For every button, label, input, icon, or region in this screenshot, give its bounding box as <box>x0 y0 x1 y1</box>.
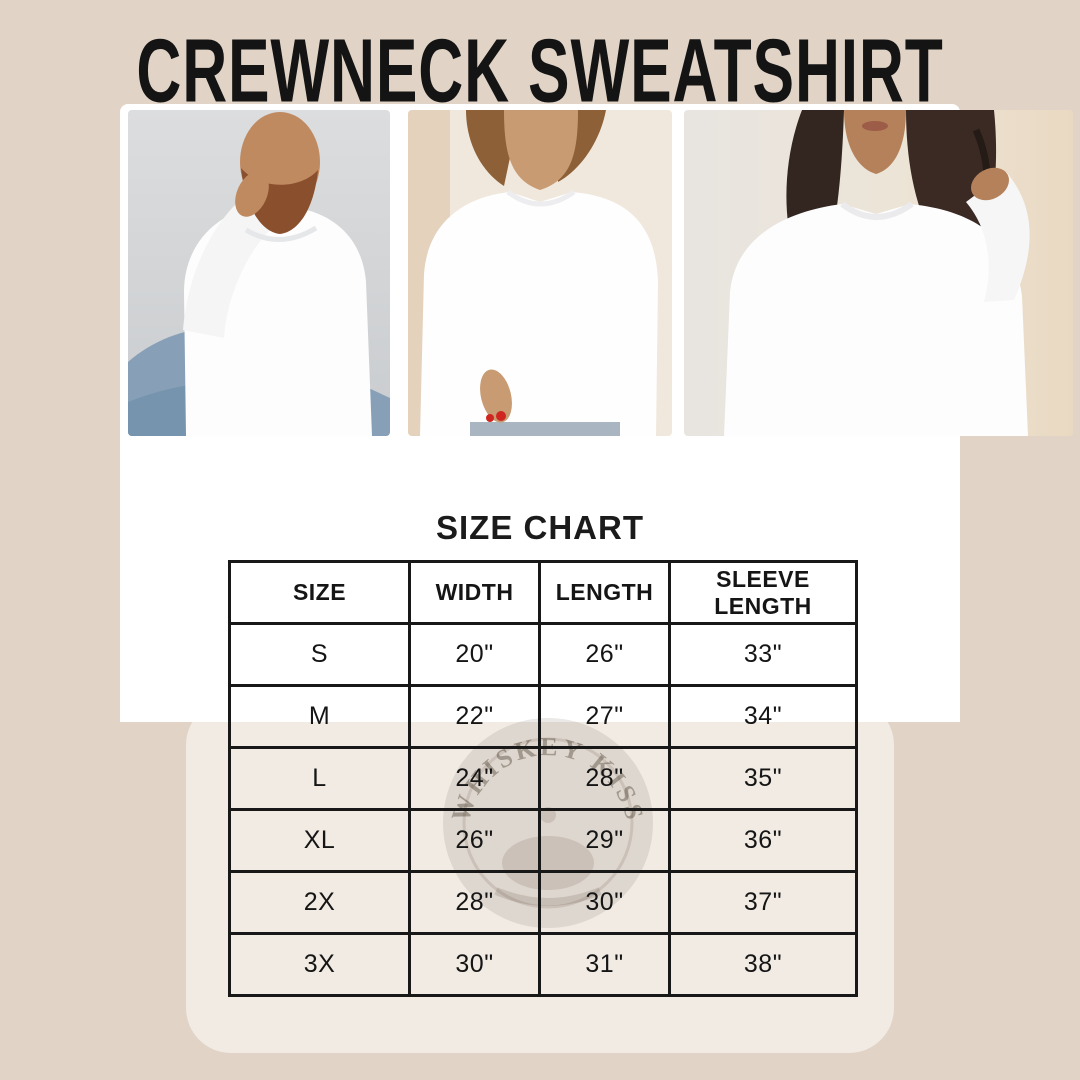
model-photo-woman-pocket <box>408 110 672 436</box>
red-nail <box>496 411 506 421</box>
lips <box>862 121 888 131</box>
jeans <box>470 422 620 436</box>
product-title: CREWNECK SWEATSHIRT <box>136 21 944 122</box>
table-cell-size: XL <box>228 808 411 873</box>
man-photo-illustration <box>128 110 390 436</box>
table-cell: 30" <box>538 870 671 935</box>
woman-dark-hair-illustration <box>684 110 1073 436</box>
table-cell: 33" <box>668 622 858 687</box>
table-cell: 26" <box>538 622 671 687</box>
raised-hand <box>970 167 1010 201</box>
table-cell: 27" <box>538 684 671 749</box>
photo-card <box>120 104 1073 722</box>
collar <box>840 201 914 220</box>
table-cell: 36" <box>668 808 858 873</box>
sweatshirt-sleeve <box>183 200 270 338</box>
model-photo-man <box>128 110 390 436</box>
column-header-width: WIDTH <box>408 560 541 625</box>
table-cell-size: 3X <box>228 932 411 997</box>
collar <box>506 189 576 207</box>
hand-on-chin <box>235 171 269 217</box>
table-row: S 20" 26" 33" <box>228 622 858 687</box>
sweatshirt <box>420 192 658 436</box>
table-cell: 22" <box>408 684 541 749</box>
column-header-size: SIZE <box>228 560 411 625</box>
raised-arm-sleeve <box>966 172 1030 302</box>
table-cell-size: M <box>228 684 411 749</box>
table-row: 2X 28" 30" 37" <box>228 870 858 935</box>
hand <box>480 369 512 423</box>
table-cell: 31" <box>538 932 671 997</box>
size-chart-table: SIZE WIDTH LENGTH SLEEVE LENGTH S 20" 26… <box>228 560 858 997</box>
neck <box>504 110 578 190</box>
table-cell-size: L <box>228 746 411 811</box>
table-row: L 24" 28" 35" <box>228 746 858 811</box>
table-header-row: SIZE WIDTH LENGTH SLEEVE LENGTH <box>228 560 858 625</box>
face-lower <box>844 110 906 174</box>
table-cell-size: 2X <box>228 870 411 935</box>
table-cell-size: S <box>228 622 411 687</box>
table-cell: 24" <box>408 746 541 811</box>
column-header-sleeve-length: SLEEVE LENGTH <box>668 560 858 625</box>
table-row: M 22" 27" 34" <box>228 684 858 749</box>
red-nail <box>486 414 494 422</box>
size-chart-heading: SIZE CHART <box>436 509 644 546</box>
table-cell: 20" <box>408 622 541 687</box>
sweatshirt <box>724 204 1028 436</box>
table-row: 3X 30" 31" 38" <box>228 932 858 997</box>
table-cell: 28" <box>408 870 541 935</box>
table-cell: 30" <box>408 932 541 997</box>
collar <box>244 225 318 242</box>
table-cell: 38" <box>668 932 858 997</box>
table-cell: 35" <box>668 746 858 811</box>
column-header-length: LENGTH <box>538 560 671 625</box>
table-cell: 28" <box>538 746 671 811</box>
table-cell: 29" <box>538 808 671 873</box>
woman-photo-illustration <box>408 110 672 436</box>
table-cell: 37" <box>668 870 858 935</box>
table-row: XL 26" 29" 36" <box>228 808 858 873</box>
table-cell: 34" <box>668 684 858 749</box>
table-cell: 26" <box>408 808 541 873</box>
model-photo-woman-dark-hair <box>684 110 1073 436</box>
